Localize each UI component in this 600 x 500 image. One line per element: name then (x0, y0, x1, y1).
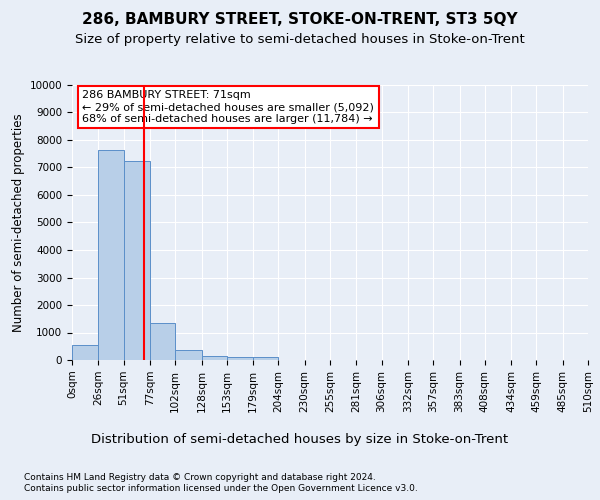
Bar (72, 345, 98, 360)
Text: 286 BAMBURY STREET: 71sqm
← 29% of semi-detached houses are smaller (5,092)
68% : 286 BAMBURY STREET: 71sqm ← 29% of semi-… (82, 90, 374, 124)
Text: 286, BAMBURY STREET, STOKE-ON-TRENT, ST3 5QY: 286, BAMBURY STREET, STOKE-ON-TRENT, ST3… (82, 12, 518, 28)
Text: Contains public sector information licensed under the Open Government Licence v3: Contains public sector information licen… (24, 484, 418, 493)
Bar (227, 357, 253, 360)
Bar (175, 350, 202, 360)
Bar (150, 323, 175, 360)
Bar (98, 150, 124, 360)
Y-axis label: Number of semi-detached properties: Number of semi-detached properties (13, 113, 25, 332)
Bar (202, 356, 227, 360)
Text: Contains HM Land Registry data © Crown copyright and database right 2024.: Contains HM Land Registry data © Crown c… (24, 472, 376, 482)
Text: Distribution of semi-detached houses by size in Stoke-on-Trent: Distribution of semi-detached houses by … (91, 432, 509, 446)
Bar (124, 160, 150, 360)
Text: Size of property relative to semi-detached houses in Stoke-on-Trent: Size of property relative to semi-detach… (75, 32, 525, 46)
Bar (253, 357, 278, 360)
